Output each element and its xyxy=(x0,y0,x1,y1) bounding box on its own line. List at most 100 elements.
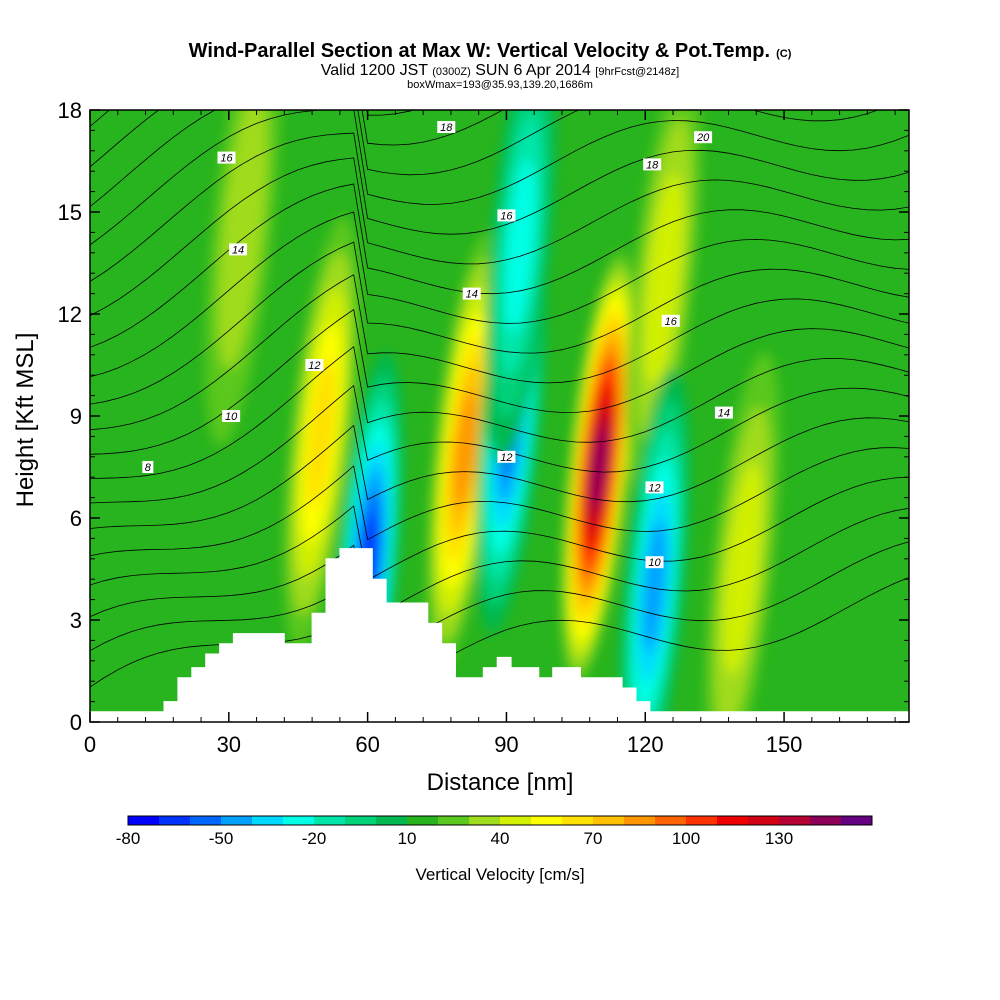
velocity-cell-9-level-3 xyxy=(505,158,536,334)
contour-label-bg-12 xyxy=(714,406,733,419)
contour-label-3: 14 xyxy=(232,244,244,256)
contour-label-2: 12 xyxy=(308,360,320,372)
isentrope-15 xyxy=(90,110,909,246)
colorbar-tick-label-6: 100 xyxy=(672,829,700,848)
contour-label-bg-1 xyxy=(222,410,241,422)
contour-label-9: 20 xyxy=(696,132,710,144)
y-tick-label-6: 18 xyxy=(58,98,82,123)
contour-label-12: 14 xyxy=(718,408,730,420)
colorbar-tick-label-7: 130 xyxy=(765,829,793,848)
isentrope-9 xyxy=(90,274,909,431)
contour-label-bg-14 xyxy=(645,556,664,569)
contour-label-bg-9 xyxy=(694,131,713,144)
y-tick-label-2: 6 xyxy=(70,506,82,531)
colorbar-swatch-2 xyxy=(190,816,222,825)
colorbar-swatch-1 xyxy=(159,816,191,825)
x-tick-label-1: 30 xyxy=(217,732,241,757)
contour-label-bg-3 xyxy=(229,243,248,256)
colorbar-swatch-6 xyxy=(314,816,346,825)
colorbar-tick-label-1: -50 xyxy=(209,829,234,848)
isentrope-10 xyxy=(90,241,909,405)
isentrope-14 xyxy=(90,132,909,282)
y-tick-label-0: 0 xyxy=(70,710,82,735)
contour-label-0: 8 xyxy=(145,462,152,474)
colorbar-swatch-17 xyxy=(655,816,687,825)
contour-label-bg-8 xyxy=(497,450,516,463)
colorbar-tick-label-5: 70 xyxy=(584,829,603,848)
colorbar-swatch-12 xyxy=(500,816,532,825)
contour-label-bg-0 xyxy=(142,461,154,473)
colorbar-swatch-23 xyxy=(841,816,873,825)
x-axis: 0 30 60 90 120 150 xyxy=(84,110,896,757)
x-tick-label-2: 60 xyxy=(355,732,379,757)
velocity-cell-2-level-12 xyxy=(590,425,608,509)
colorbar-label: Vertical Velocity [cm/s] xyxy=(415,865,584,884)
colorbar-swatch-10 xyxy=(438,816,470,825)
colorbar-swatch-4 xyxy=(252,816,284,825)
colorbar-swatch-0 xyxy=(128,816,160,825)
isentrope-16 xyxy=(90,110,879,207)
isentrope-11 xyxy=(90,211,909,378)
contour-label-8: 12 xyxy=(500,452,512,464)
contour-label-13: 12 xyxy=(648,482,660,494)
velocity-cell-5-level-2 xyxy=(723,462,762,676)
colorbar-tick-label-0: -80 xyxy=(116,829,141,848)
colorbar-swatch-19 xyxy=(717,816,749,825)
velocity-cell-3-level-1 xyxy=(217,110,268,370)
contour-label-bg-13 xyxy=(645,481,664,494)
colorbar-swatch-21 xyxy=(779,816,811,825)
velocity-cell-1-level-6 xyxy=(453,390,477,510)
contour-label-10: 18 xyxy=(646,159,659,171)
isentrope-5 xyxy=(90,417,909,529)
x-tick-label-5: 150 xyxy=(766,732,803,757)
y-tick-label-1: 3 xyxy=(70,608,82,633)
colorbar-swatch-7 xyxy=(345,816,377,825)
colorbar: -80 -50 -20 10 40 70 100 130 xyxy=(116,815,873,848)
velocity-cell-8-level-5 xyxy=(642,519,667,653)
isentrope-6 xyxy=(90,384,909,504)
contour-label-bg-5 xyxy=(437,121,456,133)
y-axis-label: Height [Kft MSL] xyxy=(12,333,39,508)
contour-label-bg-2 xyxy=(305,359,324,371)
terrain xyxy=(90,548,909,722)
chart-subtitle-2: boxWmax=193@35.93,139.20,1686m xyxy=(407,79,593,91)
colorbar-swatch-20 xyxy=(748,816,780,825)
isentrope-4 xyxy=(90,447,909,557)
colorbar-swatch-8 xyxy=(376,816,408,825)
contour-label-4: 16 xyxy=(220,153,233,165)
isentrope-12 xyxy=(90,183,909,348)
colorbar-tick-label-4: 40 xyxy=(491,829,510,848)
plot-area: 8 10 12 14 16 18 16 14 12 20 18 16 14 12 10 xyxy=(90,110,909,722)
contour-label-6: 16 xyxy=(500,210,513,222)
contour-label-bg-11 xyxy=(661,314,680,327)
colorbar-swatch-11 xyxy=(469,816,501,825)
colorbar-swatch-18 xyxy=(686,816,718,825)
colorbar-frame xyxy=(127,815,873,826)
y-tick-label-3: 9 xyxy=(70,404,82,429)
isentrope-17 xyxy=(90,110,504,168)
colorbar-swatch-22 xyxy=(810,816,842,825)
x-tick-label-3: 90 xyxy=(494,732,518,757)
isentrope-3 xyxy=(90,476,909,586)
contour-label-bg-6 xyxy=(497,209,516,222)
velocity-cell-0-level-4 xyxy=(307,358,336,508)
colorbar-swatch-14 xyxy=(562,816,594,825)
chart-subtitle: Valid 1200 JST (0300Z) SUN 6 Apr 2014 [9… xyxy=(321,62,679,79)
isentrope-1 xyxy=(90,541,909,660)
colorbar-swatch-3 xyxy=(221,816,253,825)
contour-label-bg-7 xyxy=(462,287,481,300)
contour-labels: 8 10 12 14 16 18 16 14 12 20 18 16 14 12 10 xyxy=(142,121,733,569)
contour-label-1: 10 xyxy=(225,411,238,423)
isentrope-13 xyxy=(90,157,909,316)
colorbar-swatch-5 xyxy=(283,816,315,825)
x-tick-label-4: 120 xyxy=(627,732,664,757)
isentrope-7 xyxy=(90,345,909,479)
y-tick-label-5: 15 xyxy=(58,200,82,225)
colorbar-tick-label-3: 10 xyxy=(398,829,417,848)
colorbar-swatch-15 xyxy=(593,816,625,825)
potential-temperature-contours xyxy=(90,110,909,697)
colorbar-swatch-9 xyxy=(407,816,439,825)
y-tick-label-4: 12 xyxy=(58,302,82,327)
colorbar-swatch-16 xyxy=(624,816,656,825)
